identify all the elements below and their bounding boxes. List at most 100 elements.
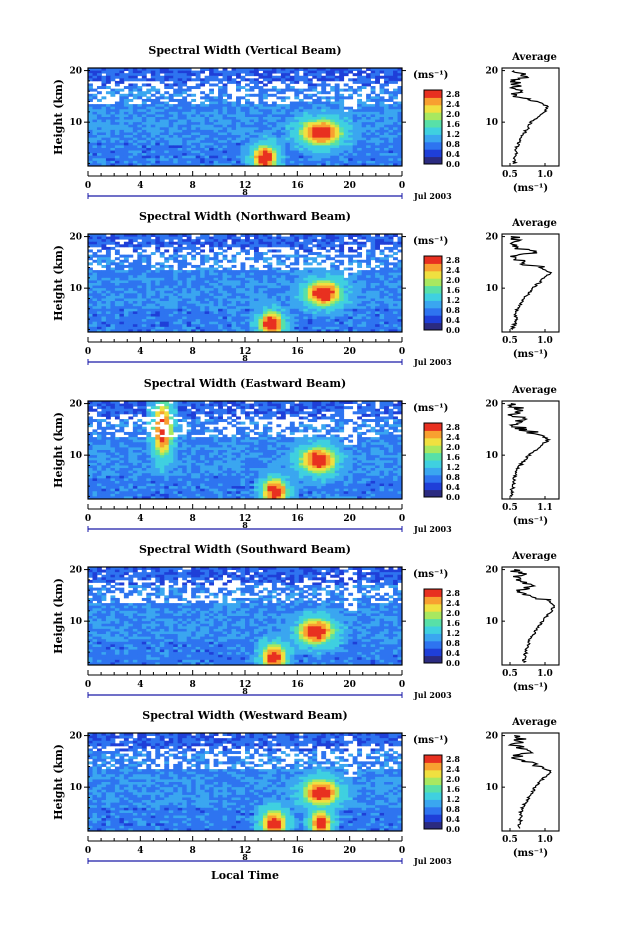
- heatmap-cell: [361, 277, 367, 281]
- heatmap-cell: [307, 78, 313, 82]
- heatmap-cell: [379, 252, 385, 256]
- heatmap-cell: [159, 283, 165, 286]
- heatmap-cell: [366, 321, 371, 325]
- x-tick-label: 8: [190, 347, 196, 357]
- heatmap-cell: [173, 293, 179, 297]
- heatmap-cell: [312, 311, 318, 315]
- heatmap-cell: [101, 86, 107, 90]
- heatmap-cell: [227, 127, 232, 131]
- heatmap-cell: [379, 106, 385, 110]
- heatmap-cell: [236, 104, 241, 108]
- heatmap-cell: [186, 301, 192, 305]
- heatmap-cell: [146, 295, 152, 299]
- heatmap-cell: [96, 301, 102, 305]
- heatmap-cell: [375, 73, 380, 77]
- heatmap-cell: [155, 78, 161, 82]
- heatmap-cell: [101, 142, 107, 146]
- heatmap-cell: [397, 88, 403, 92]
- heatmap-cell: [285, 241, 291, 245]
- heatmap-cell: [289, 293, 295, 297]
- heatmap-cell: [393, 78, 398, 82]
- heatmap-cell: [294, 101, 300, 105]
- heatmap-cell: [101, 264, 107, 268]
- heatmap-cell: [298, 153, 304, 157]
- heatmap-cell: [159, 324, 165, 328]
- heatmap-cell: [267, 295, 273, 299]
- heatmap-cell: [114, 75, 120, 79]
- heatmap-cell: [128, 283, 134, 286]
- heatmap-cell: [209, 313, 214, 317]
- heatmap-cell: [321, 329, 327, 333]
- heatmap-cell: [343, 234, 349, 237]
- heatmap-cell: [253, 403, 259, 407]
- heatmap-cell: [218, 306, 223, 310]
- heatmap-cell: [280, 275, 286, 279]
- heatmap-cell: [334, 98, 340, 102]
- heatmap-cell: [146, 280, 152, 284]
- heatmap-cell: [218, 234, 223, 237]
- heatmap-cell: [361, 272, 367, 276]
- heatmap-cell: [397, 324, 403, 328]
- heatmap-cell: [110, 303, 116, 307]
- heatmap-cell: [213, 275, 219, 279]
- heatmap-cell: [343, 88, 349, 92]
- heatmap-cell: [177, 117, 183, 120]
- heatmap-cell: [123, 403, 129, 407]
- colorbar-unit-label: (ms⁻¹): [413, 236, 448, 247]
- heatmap-cell: [245, 111, 250, 115]
- heatmap-cell: [370, 75, 376, 79]
- heatmap-cell: [137, 254, 143, 258]
- heatmap-cell: [267, 111, 273, 115]
- heatmap-cell: [132, 109, 138, 113]
- heatmap-cell: [150, 101, 156, 105]
- heatmap-cell: [388, 122, 394, 126]
- heatmap-cell: [159, 78, 165, 82]
- heatmap-cell: [397, 68, 403, 71]
- heatmap-cell: [200, 137, 206, 141]
- heatmap-cell: [303, 280, 309, 284]
- heatmap-cell: [182, 308, 188, 312]
- heatmap-cell: [141, 73, 147, 77]
- heatmap-cell: [200, 91, 206, 95]
- heatmap-cell: [271, 150, 277, 154]
- heatmap-cell: [137, 308, 143, 312]
- heatmap-cell: [191, 135, 197, 139]
- heatmap-cell: [348, 285, 354, 289]
- heatmap-cell: [253, 252, 259, 256]
- heatmap-cell: [366, 295, 371, 299]
- heatmap-cell: [267, 293, 273, 297]
- heatmap-cell: [105, 272, 111, 276]
- heatmap-cell: [227, 104, 232, 108]
- heatmap-cell: [253, 68, 259, 71]
- heatmap-cell: [294, 88, 300, 92]
- heatmap-cell: [114, 150, 120, 154]
- heatmap-cell: [366, 262, 371, 266]
- heatmap-cell: [307, 262, 313, 266]
- heatmap-cell: [164, 311, 170, 315]
- heatmap-cell: [168, 122, 174, 126]
- heatmap-cell: [253, 158, 259, 162]
- heatmap-cell: [303, 119, 309, 123]
- heatmap-cell: [159, 311, 165, 315]
- heatmap-cell: [227, 106, 232, 110]
- heatmap-cell: [191, 117, 197, 120]
- heatmap-cell: [321, 295, 327, 299]
- heatmap-cell: [119, 124, 125, 128]
- heatmap-cell: [96, 293, 102, 297]
- heatmap-cell: [316, 137, 322, 141]
- heatmap-cell: [222, 290, 228, 294]
- heatmap-cell: [267, 406, 273, 410]
- heatmap-cell: [132, 306, 138, 310]
- heatmap-cell: [298, 119, 304, 123]
- heatmap-cell: [267, 153, 273, 157]
- heatmap-cell: [334, 91, 340, 95]
- heatmap-cell: [285, 270, 291, 274]
- heatmap-cell: [285, 244, 291, 248]
- heatmap-cell: [330, 241, 336, 245]
- heatmap-cell: [146, 321, 152, 325]
- heatmap-cell: [150, 111, 156, 115]
- heatmap-cell: [123, 288, 129, 292]
- heatmap-cell: [236, 311, 241, 315]
- heatmap-cell: [195, 316, 201, 320]
- heatmap-cell: [191, 160, 197, 164]
